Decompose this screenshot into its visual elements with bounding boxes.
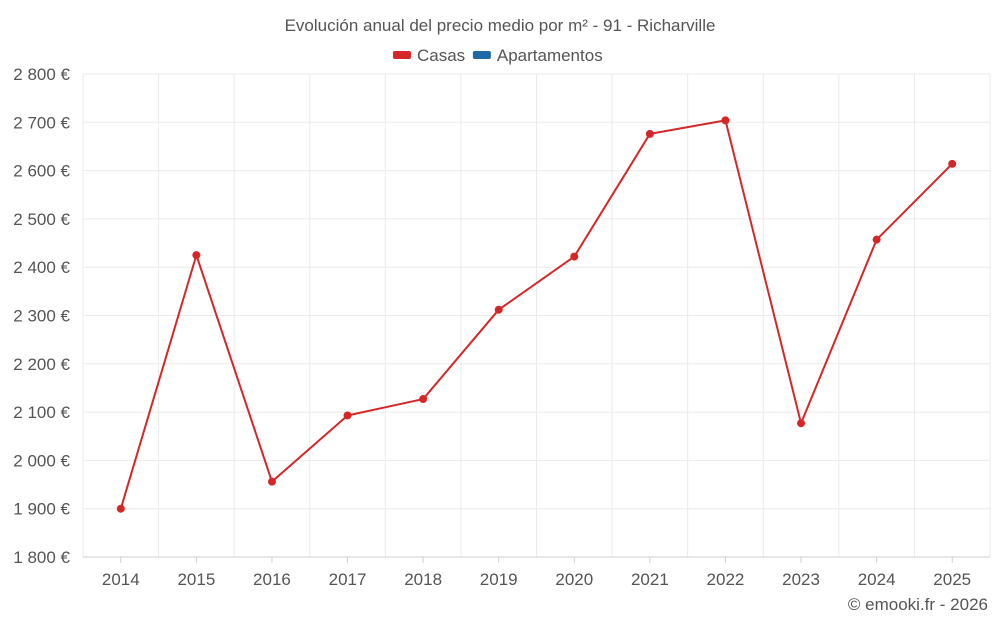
y-tick-label: 2 100 € bbox=[13, 403, 70, 422]
y-tick-label: 2 500 € bbox=[13, 210, 70, 229]
data-point[interactable] bbox=[872, 235, 881, 244]
y-tick-label: 2 400 € bbox=[13, 258, 70, 277]
y-tick-label: 2 800 € bbox=[13, 65, 70, 84]
grid-lines bbox=[82, 73, 991, 558]
x-tick-label: 2022 bbox=[707, 570, 745, 589]
y-tick-label: 2 600 € bbox=[13, 162, 70, 181]
legend-swatch bbox=[392, 51, 411, 59]
x-axis: 2014 2015 2016 2017 2018 2019 2020 2021 2022 2023… bbox=[83, 556, 990, 589]
y-tick-label: 1 800 € bbox=[13, 548, 70, 567]
legend-item-apartamentos[interactable]: Apartamentos bbox=[472, 46, 603, 65]
y-axis: 1 800 € 1 900 € 2 000 € 2 100 € 2 200 € 2 300… bbox=[13, 65, 70, 567]
data-point[interactable] bbox=[116, 504, 125, 513]
legend-swatch bbox=[472, 51, 491, 59]
data-point[interactable] bbox=[494, 305, 503, 314]
data-point[interactable] bbox=[797, 419, 806, 428]
x-tick-label: 2020 bbox=[555, 570, 593, 589]
data-point[interactable] bbox=[419, 395, 428, 404]
x-tick-label: 2019 bbox=[480, 570, 518, 589]
y-tick-label: 2 700 € bbox=[13, 113, 70, 132]
data-point[interactable] bbox=[192, 251, 201, 260]
x-tick-label: 2015 bbox=[177, 570, 215, 589]
y-tick-label: 2 000 € bbox=[13, 451, 70, 470]
x-tick-label: 2018 bbox=[404, 570, 442, 589]
chart-title: Evolución anual del precio medio por m² … bbox=[285, 16, 716, 35]
x-tick-label: 2016 bbox=[253, 570, 291, 589]
data-point[interactable] bbox=[948, 159, 957, 168]
y-tick-label: 2 200 € bbox=[13, 355, 70, 374]
data-point[interactable] bbox=[267, 477, 276, 486]
y-tick-label: 2 300 € bbox=[13, 307, 70, 326]
data-point[interactable] bbox=[721, 116, 730, 125]
x-tick-label: 2017 bbox=[329, 570, 367, 589]
x-tick-label: 2023 bbox=[782, 570, 820, 589]
data-point[interactable] bbox=[343, 411, 352, 420]
legend-item-casas[interactable]: Casas bbox=[392, 46, 465, 65]
x-tick-label: 2024 bbox=[858, 570, 896, 589]
series-line-casas bbox=[119, 119, 953, 509]
x-tick-label: 2021 bbox=[631, 570, 669, 589]
legend-label: Apartamentos bbox=[497, 46, 603, 65]
data-point[interactable] bbox=[645, 129, 654, 138]
legend-label: Casas bbox=[417, 46, 465, 65]
y-tick-label: 1 900 € bbox=[13, 500, 70, 519]
series-group bbox=[116, 116, 957, 513]
data-point[interactable] bbox=[570, 252, 579, 261]
x-tick-label: 2025 bbox=[933, 570, 971, 589]
x-tick-label: 2014 bbox=[102, 570, 140, 589]
credit-text: © emooki.fr - 2026 bbox=[848, 595, 988, 614]
legend: Casas Apartamentos bbox=[392, 46, 603, 65]
